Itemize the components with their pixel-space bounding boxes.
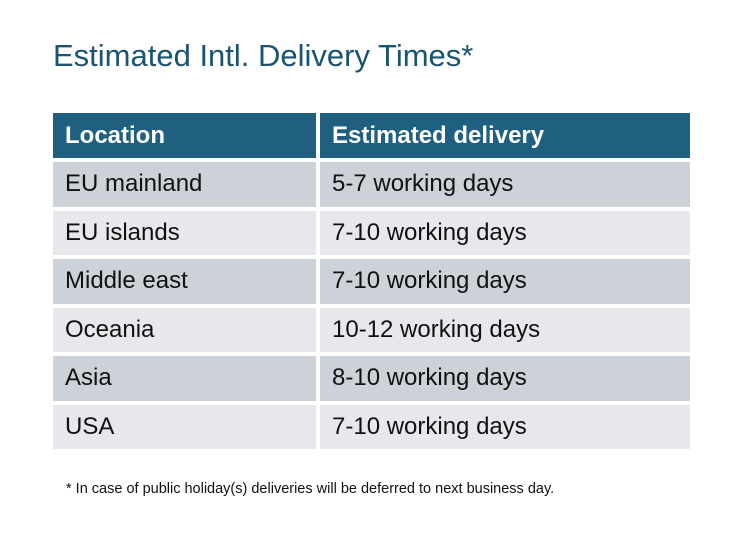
- footnote: * In case of public holiday(s) deliverie…: [66, 481, 555, 497]
- cell-delivery-time: 8-10 working days: [320, 356, 690, 401]
- header-estimated-delivery: Estimated delivery: [320, 113, 690, 158]
- cell-location: Oceania: [53, 307, 316, 352]
- cell-location: Asia: [53, 356, 316, 401]
- cell-location: EU islands: [53, 210, 316, 255]
- cell-location: EU mainland: [53, 162, 316, 207]
- cell-delivery-time: 7-10 working days: [320, 259, 690, 304]
- cell-location: USA: [53, 404, 316, 449]
- header-location: Location: [53, 113, 316, 158]
- cell-delivery-time: 5-7 working days: [320, 162, 690, 207]
- cell-delivery-time: 7-10 working days: [320, 210, 690, 255]
- cell-delivery-time: 7-10 working days: [320, 404, 690, 449]
- cell-location: Middle east: [53, 259, 316, 304]
- cell-delivery-time: 10-12 working days: [320, 307, 690, 352]
- page-title: Estimated Intl. Delivery Times*: [53, 38, 474, 73]
